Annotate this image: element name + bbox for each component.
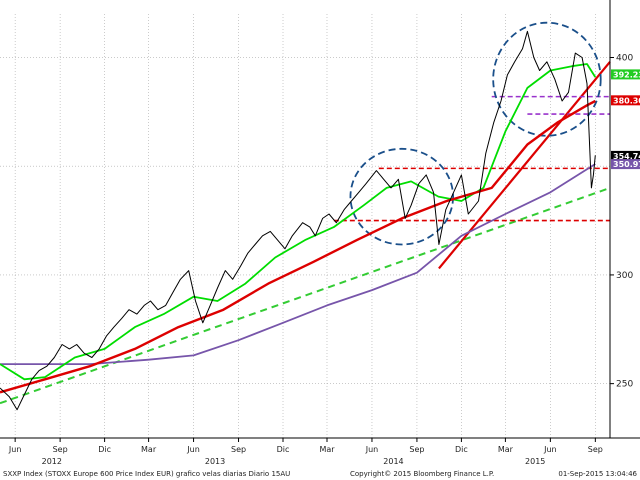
- y-tick-label-400: 400: [616, 53, 633, 63]
- series-ma-fast: [0, 63, 597, 381]
- x-tick-label-4: Jun: [186, 445, 200, 454]
- series-ma-slow: [0, 99, 596, 394]
- series-ma-long: [0, 163, 596, 365]
- grid: [0, 14, 610, 438]
- overlays: [0, 21, 611, 405]
- value-tag-label-3: 350.97: [613, 160, 640, 169]
- y-tick-label-300: 300: [616, 271, 633, 281]
- year-label-2015: 2015: [525, 457, 545, 466]
- footer-left: SXXP Index (STOXX Europe 600 Price Index…: [3, 470, 290, 478]
- value-tag-bg-3: [611, 159, 640, 170]
- year-label-2014: 2014: [383, 457, 403, 466]
- x-tick-label-7: Mar: [319, 445, 335, 454]
- x-tick-label-2: Dic: [98, 445, 111, 454]
- value-tag-bg-2: [611, 150, 640, 161]
- x-tick-label-9: Sep: [409, 445, 424, 454]
- y-tick-label-250: 250: [616, 380, 633, 390]
- x-tick-label-13: Sep: [588, 445, 603, 454]
- value-tags: 392.23 380.30 354.74350.97: [611, 69, 640, 170]
- x-tick-label-6: Dic: [277, 445, 290, 454]
- x-tick-label-11: Mar: [498, 445, 514, 454]
- year-label-2012: 2012: [42, 457, 62, 466]
- footer-right: 01-Sep-2015 13:04:46: [558, 470, 637, 478]
- x-tick-label-12: Jun: [543, 445, 557, 454]
- series: [0, 30, 597, 411]
- x-tick-label-5: Sep: [231, 445, 246, 454]
- x-tick-label-8: Jun: [365, 445, 379, 454]
- ellipse-2014: [349, 147, 455, 246]
- axes: 250 300 400 Jun Sep Dic Mar Jun Sep Dic Mar Jun Sep D…: [0, 0, 640, 466]
- value-tag-label-2: 354.74: [613, 152, 640, 161]
- value-tag-label-1: 380.30: [613, 96, 640, 105]
- value-tag-bg-1: [611, 95, 640, 106]
- value-tag-bg-0: [611, 69, 640, 80]
- footer: SXXP Index (STOXX Europe 600 Price Index…: [3, 470, 638, 478]
- x-tick-label-0: Jun: [8, 445, 22, 454]
- ellipse-2015: [492, 21, 602, 137]
- year-label-2013: 2013: [205, 457, 225, 466]
- value-tag-label-0: 392.23: [613, 70, 640, 79]
- x-tick-label-1: Sep: [53, 445, 68, 454]
- footer-center: Copyright© 2015 Bloomberg Finance L.P.: [350, 470, 494, 478]
- x-tick-label-10: Dic: [455, 445, 468, 454]
- x-tick-label-3: Mar: [141, 445, 157, 454]
- series-price: [0, 30, 596, 411]
